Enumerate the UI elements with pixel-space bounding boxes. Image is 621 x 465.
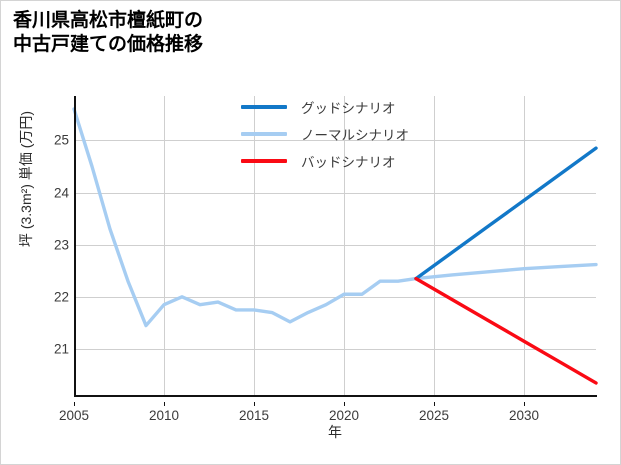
y-tick-label-23: 23 <box>53 237 69 253</box>
x-tick-label-2030: 2030 <box>508 408 540 423</box>
page-title: 香川県高松市檀紙町の 中古戸建ての価格推移 <box>13 10 204 56</box>
legend-label: ノーマルシナリオ <box>301 127 409 143</box>
y-axis-label: 坪 (3.3m²) 単価 (万円) <box>18 110 34 248</box>
x-tick-label-2015: 2015 <box>238 408 270 423</box>
x-tick-mark-2010 <box>164 402 165 406</box>
series-line-バッドシナリオ <box>414 276 598 385</box>
legend-label: グッドシナリオ <box>301 100 396 116</box>
x-tick-mark-2015 <box>254 402 255 406</box>
legend-item-1[interactable]: ノーマルシナリオ <box>241 120 491 147</box>
series-line-グッドシナリオ <box>414 146 598 281</box>
x-tick-label-2025: 2025 <box>418 408 450 423</box>
gridline-x-2030 <box>524 96 525 396</box>
gridline-x-2015 <box>254 96 255 396</box>
legend-item-0[interactable]: グッドシナリオ <box>241 93 491 120</box>
legend-swatch-icon <box>241 131 287 136</box>
x-tick-mark-2005 <box>74 402 75 406</box>
x-tick-mark-2020 <box>344 402 345 406</box>
gridline-y-22 <box>74 296 596 298</box>
x-axis-spine <box>74 395 597 397</box>
y-tick-label-24: 24 <box>53 185 69 201</box>
gridline-y-23 <box>74 244 596 246</box>
gridline-x-2010 <box>164 96 165 396</box>
x-tick-label-2005: 2005 <box>58 408 90 423</box>
gridline-y-21 <box>74 349 596 351</box>
x-axis-label: 年 <box>328 424 342 440</box>
gridline-x-2020 <box>344 96 345 396</box>
gridline-y-25 <box>74 140 596 142</box>
legend-item-2[interactable]: バッドシナリオ <box>241 147 491 174</box>
x-tick-mark-2030 <box>524 402 525 406</box>
series-lines <box>72 107 598 385</box>
legend-swatch-icon <box>241 158 287 163</box>
y-tick-label-25: 25 <box>53 132 69 148</box>
y-axis-spine <box>74 96 76 397</box>
x-tick-label-2020: 2020 <box>328 408 360 423</box>
y-tick-label-22: 22 <box>53 289 69 305</box>
x-tick-label-2010: 2010 <box>148 408 180 423</box>
y-tick-label-21: 21 <box>53 341 69 357</box>
gridline-x-2025 <box>434 96 435 396</box>
plot-area <box>72 96 598 396</box>
x-axis-tick-labels: 2005 2010 2015 2020 2025 2030 <box>59 402 596 423</box>
legend-label: バッドシナリオ <box>301 154 396 170</box>
series-line-ノーマルシナリオ <box>72 107 598 328</box>
legend-swatch-icon <box>241 104 287 109</box>
x-tick-mark-2025 <box>434 402 435 406</box>
y-axis-tick-labels: 21 22 23 24 25 <box>37 96 69 396</box>
chart-legend: グッドシナリオ ノーマルシナリオ バッドシナリオ <box>241 93 491 174</box>
gridline-y-24 <box>74 192 596 194</box>
